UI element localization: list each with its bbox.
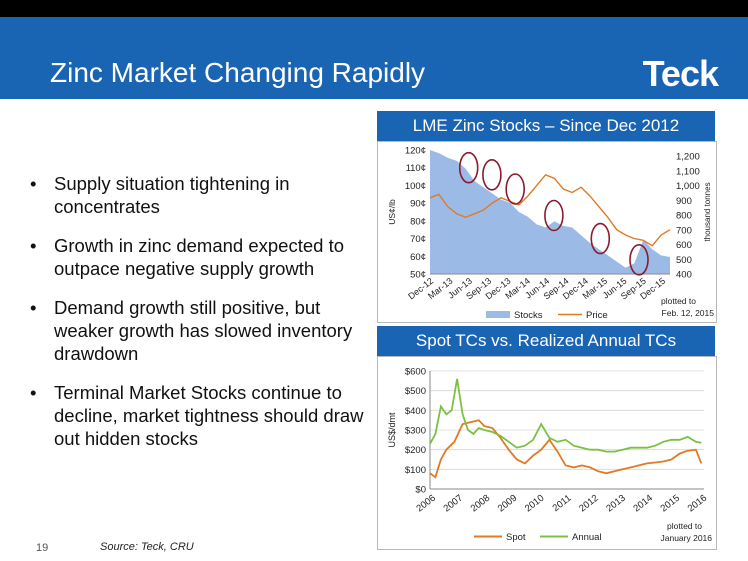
legend-swatch-stocks <box>486 311 510 318</box>
x-tick-label: 2010 <box>523 493 546 515</box>
x-tick-label: 2007 <box>442 493 465 515</box>
legend-label-annual: Annual <box>572 532 602 543</box>
right-tick-label: 900 <box>676 196 692 207</box>
bullet-item: • Growth in zinc demand expected to outpa… <box>30 235 344 279</box>
legend-label-stocks: Stocks <box>514 310 543 321</box>
y-tick-label: $100 <box>405 465 426 476</box>
right-axis-label: thousand tonnes <box>703 182 712 241</box>
annotation-circle <box>458 151 479 184</box>
y-tick-label: $500 <box>405 386 426 397</box>
annotation-circle <box>629 244 649 276</box>
stocks-chart-title: LME Zinc Stocks – Since Dec 2012 <box>377 111 715 141</box>
right-tick-label: 700 <box>676 225 692 236</box>
left-tick-label: 110¢ <box>406 163 426 174</box>
x-tick-label: 2014 <box>631 493 654 515</box>
bullet-item: • Demand growth still positive, but weake… <box>30 297 353 364</box>
right-tick-label: 1,200 <box>676 152 700 163</box>
spot-line <box>429 419 703 479</box>
bullet-glyph: • <box>30 297 37 318</box>
left-tick-label: 60¢ <box>410 252 426 263</box>
annotation-circle <box>505 173 525 205</box>
tc-chart-title: Spot TCs vs. Realized Annual TCs <box>377 326 715 356</box>
right-tick-label: 400 <box>676 270 692 281</box>
x-tick-label: 2009 <box>496 493 519 515</box>
left-tick-label: 80¢ <box>410 216 426 227</box>
price-line <box>429 173 671 247</box>
slide-header: Zinc Market Changing Rapidly Teck <box>0 17 748 99</box>
x-tick-label: 2011 <box>551 493 574 514</box>
annotation-circle <box>544 199 564 232</box>
stocks-chart: 120¢ 110¢ 100¢ 90¢ 80¢ 70¢ 60¢ 50¢ 1,200 1,100 1,0… <box>387 146 715 322</box>
y-axis-label: US$/dmt <box>387 412 397 448</box>
slide-title: Zinc Market Changing Rapidly <box>50 57 426 88</box>
plotted-date: Feb. 12, 2015 <box>662 308 715 318</box>
bullet-item: • Terminal Market Stocks continue to decl… <box>30 382 364 449</box>
y-tick-label: $600 <box>405 367 426 378</box>
page-number: 19 <box>36 542 49 554</box>
right-tick-label: 1,000 <box>676 181 700 192</box>
right-tick-label: 600 <box>676 240 692 251</box>
x-tick-label: 2016 <box>686 493 709 515</box>
legend-label-price: Price <box>586 310 608 321</box>
left-tick-label: 120¢ <box>405 146 426 157</box>
annual-line <box>429 378 702 453</box>
x-tick-label: 2006 <box>414 493 437 515</box>
bullet-glyph: • <box>30 382 37 403</box>
y-tick-label: $200 <box>405 445 426 456</box>
stocks-chart-panel: 120¢ 110¢ 100¢ 90¢ 80¢ 70¢ 60¢ 50¢ 1,200 1,100 1,0… <box>377 141 717 323</box>
x-tick-label: 2013 <box>604 493 627 515</box>
plotted-note: plotted to <box>661 296 696 306</box>
left-tick-label: 50¢ <box>410 270 426 281</box>
plotted-date: January 2016 <box>660 533 712 543</box>
x-tick-label: 2012 <box>577 493 600 515</box>
right-tick-label: 800 <box>676 211 692 222</box>
legend-label-spot: Spot <box>506 532 526 543</box>
y-tick-label: $400 <box>405 406 426 417</box>
source-note: Source: Teck, CRU <box>100 541 194 553</box>
bullet-list: • Supply situation tightening in concentr… <box>30 172 375 466</box>
x-tick-label: 2008 <box>469 493 492 515</box>
right-tick-label: 500 <box>676 255 692 266</box>
annotation-circle <box>482 158 502 191</box>
x-tick-label: 2015 <box>659 493 682 515</box>
bullet-glyph: • <box>30 173 37 194</box>
y-tick-label: $0 <box>415 485 426 496</box>
top-black-bar <box>0 0 748 17</box>
annotation-circle <box>590 222 611 255</box>
right-tick-label: 1,100 <box>676 166 700 177</box>
left-axis-label: US¢/lb <box>387 199 397 225</box>
y-tick-label: $300 <box>405 426 426 437</box>
left-tick-label: 90¢ <box>410 199 426 210</box>
tc-chart-panel: $600 $500 $400 $300 $200 $100 $0 US$/dmt 2006 200… <box>377 356 717 550</box>
left-tick-label: 100¢ <box>405 181 426 192</box>
bullet-glyph: • <box>30 235 37 256</box>
bullet-item: • Supply situation tightening in concentr… <box>30 173 290 217</box>
teck-logo: Teck <box>642 53 719 94</box>
stocks-area <box>430 150 670 274</box>
left-tick-label: 70¢ <box>410 234 426 245</box>
plotted-note: plotted to <box>667 521 702 531</box>
